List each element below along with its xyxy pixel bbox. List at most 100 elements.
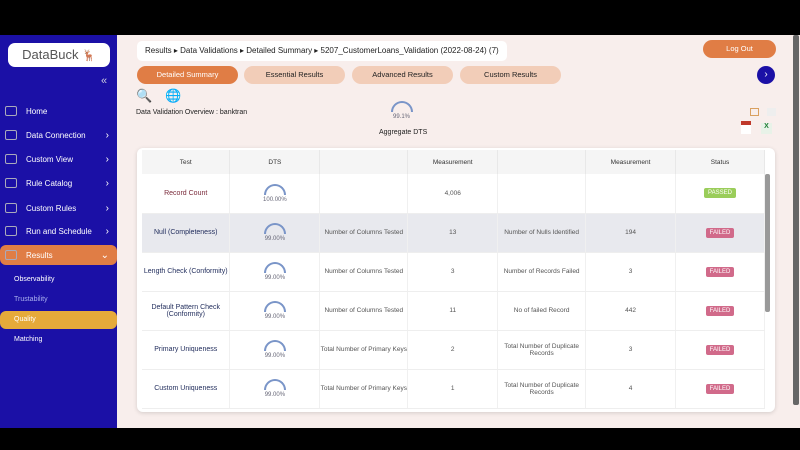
dts-value: 99.00% [264,275,286,281]
test-name[interactable]: Length Check (Conformity) [142,252,231,292]
column-header: Measurement [585,150,676,174]
status-cell: FAILED [675,291,765,331]
measurement-value: 4,006 [407,174,499,214]
sidebar-item-label: Data Connection [26,130,86,140]
excel-export-icon[interactable]: X [761,123,772,134]
table-view-icon[interactable] [750,108,759,116]
table-row[interactable]: Default Pattern Check (Conformity) 99.00… [142,291,765,331]
chevron-right-icon: › [105,129,109,141]
dts-cell: 99.00% [229,252,321,292]
column-header: Status [675,150,765,174]
table-scrollbar[interactable] [765,174,770,312]
column-header [319,150,409,174]
table-row[interactable]: Record Count 100.00% 4,006 PASSED [142,174,765,214]
measurement-label [497,174,587,214]
status-cell: FAILED [675,330,765,370]
dts-value: 99.00% [264,353,286,359]
database-icon [5,203,17,213]
measurement-label: Number of Records Failed [497,252,587,292]
sidebar-item-custom-rules[interactable]: Custom Rules › [0,198,117,218]
dts-cell: 99.00% [229,213,321,253]
test-name[interactable]: Default Pattern Check (Conformity) [142,291,231,331]
databuck-logo[interactable]: DataBuck 🦌 [8,43,110,67]
dts-cell: 100.00% [229,174,321,214]
table-row[interactable]: Length Check (Conformity) 99.00% Number … [142,252,765,292]
sidebar-item-data-connection[interactable]: Data Connection › [0,125,117,145]
grid-view-icon[interactable] [767,108,776,116]
database-icon [5,130,17,140]
sidebar-subitem-trustability[interactable]: Trustability [14,296,48,303]
tab-essential-results[interactable]: Essential Results [244,66,345,84]
chevron-right-icon: › [105,177,109,189]
sidebar-item-rule-catalog[interactable]: Rule Catalog › [0,173,117,193]
sidebar-item-label: Custom View [26,154,73,164]
table-row[interactable]: Null (Completeness) 99.00% Number of Col… [142,213,765,253]
measurement-label [319,174,409,214]
dts-cell: 99.00% [229,369,321,409]
tab-custom-results[interactable]: Custom Results [460,66,561,84]
chevron-down-icon: ⌄ [100,249,109,261]
clipboard-icon [5,250,17,260]
dts-value: 99.00% [264,236,286,242]
status-cell: FAILED [675,213,765,253]
measurement-label: Number of Columns Tested [319,213,409,253]
measurement-label: Number of Columns Tested [319,252,409,292]
dts-value: 99.00% [264,392,286,398]
measurement-value: 13 [407,213,499,253]
search-report-icon[interactable]: 🔍 [136,88,153,103]
sidebar-item-home[interactable]: Home [0,101,117,121]
main-content: Results ▸ Data Validations ▸ Detailed Su… [117,35,800,428]
measurement-value: 4 [585,369,676,409]
table-row[interactable]: Primary Uniqueness 99.00% Total Number o… [142,330,765,370]
globe-icon[interactable]: 🌐 [165,88,182,103]
measurement-value: 194 [585,213,676,253]
test-name[interactable]: Custom Uniqueness [142,369,231,409]
measurement-value: 442 [585,291,676,331]
dts-gauge [263,379,286,390]
aggregate-label: Aggregate DTS [379,129,428,136]
measurement-label: Total Number of Primary Keys [319,369,409,409]
measurement-value: 3 [585,252,676,292]
sidebar-item-results[interactable]: Results ⌄ [0,245,117,265]
test-name[interactable]: Primary Uniqueness [142,330,231,370]
dts-gauge [263,340,286,351]
sidebar-item-run-and-schedule[interactable]: Run and Schedule › [0,221,117,241]
measurement-value: 1 [407,369,499,409]
page-scrollbar[interactable] [793,35,799,405]
status-badge: FAILED [705,266,735,277]
next-arrow-button[interactable]: › [757,66,775,84]
breadcrumb[interactable]: Results ▸ Data Validations ▸ Detailed Su… [137,41,507,61]
sidebar-subitem-observability[interactable]: Observability [14,276,55,283]
pdf-export-icon[interactable] [741,121,751,134]
column-header: Test [142,150,231,174]
measurement-value: 2 [407,330,499,370]
sidebar-item-label: Custom Rules [26,203,77,213]
column-header [497,150,587,174]
table-row[interactable]: Custom Uniqueness 99.00% Total Number of… [142,369,765,409]
chevron-right-icon: › [105,153,109,165]
test-name[interactable]: Null (Completeness) [142,213,231,253]
database-icon [5,226,17,236]
chevron-right-icon: › [105,202,109,214]
sidebar-item-label: Home [26,106,48,116]
measurement-value: 3 [585,330,676,370]
sidebar-subitem-quality[interactable]: Quality [0,311,117,329]
logout-button[interactable]: Log Out [703,40,776,58]
column-header: Measurement [407,150,499,174]
dts-value: 100.00% [263,196,287,203]
dts-value: 99.00% [264,314,286,320]
collapse-sidebar-icon[interactable]: « [101,75,108,87]
status-badge: FAILED [705,344,735,355]
tab-detailed-summary[interactable]: Detailed Summary [137,66,238,84]
tab-advanced-results[interactable]: Advanced Results [352,66,453,84]
dts-gauge [263,301,286,312]
sidebar-item-custom-view[interactable]: Custom View › [0,149,117,169]
sidebar-subitem-matching[interactable]: Matching [14,336,43,343]
status-cell: PASSED [675,174,765,214]
overview-label: Data Validation Overview : banktran [136,109,248,116]
sidebar-item-label: Results [26,250,53,260]
measurement-value [585,174,676,214]
dts-gauge [263,262,286,273]
home-icon [5,106,17,116]
test-name[interactable]: Record Count [142,174,231,214]
